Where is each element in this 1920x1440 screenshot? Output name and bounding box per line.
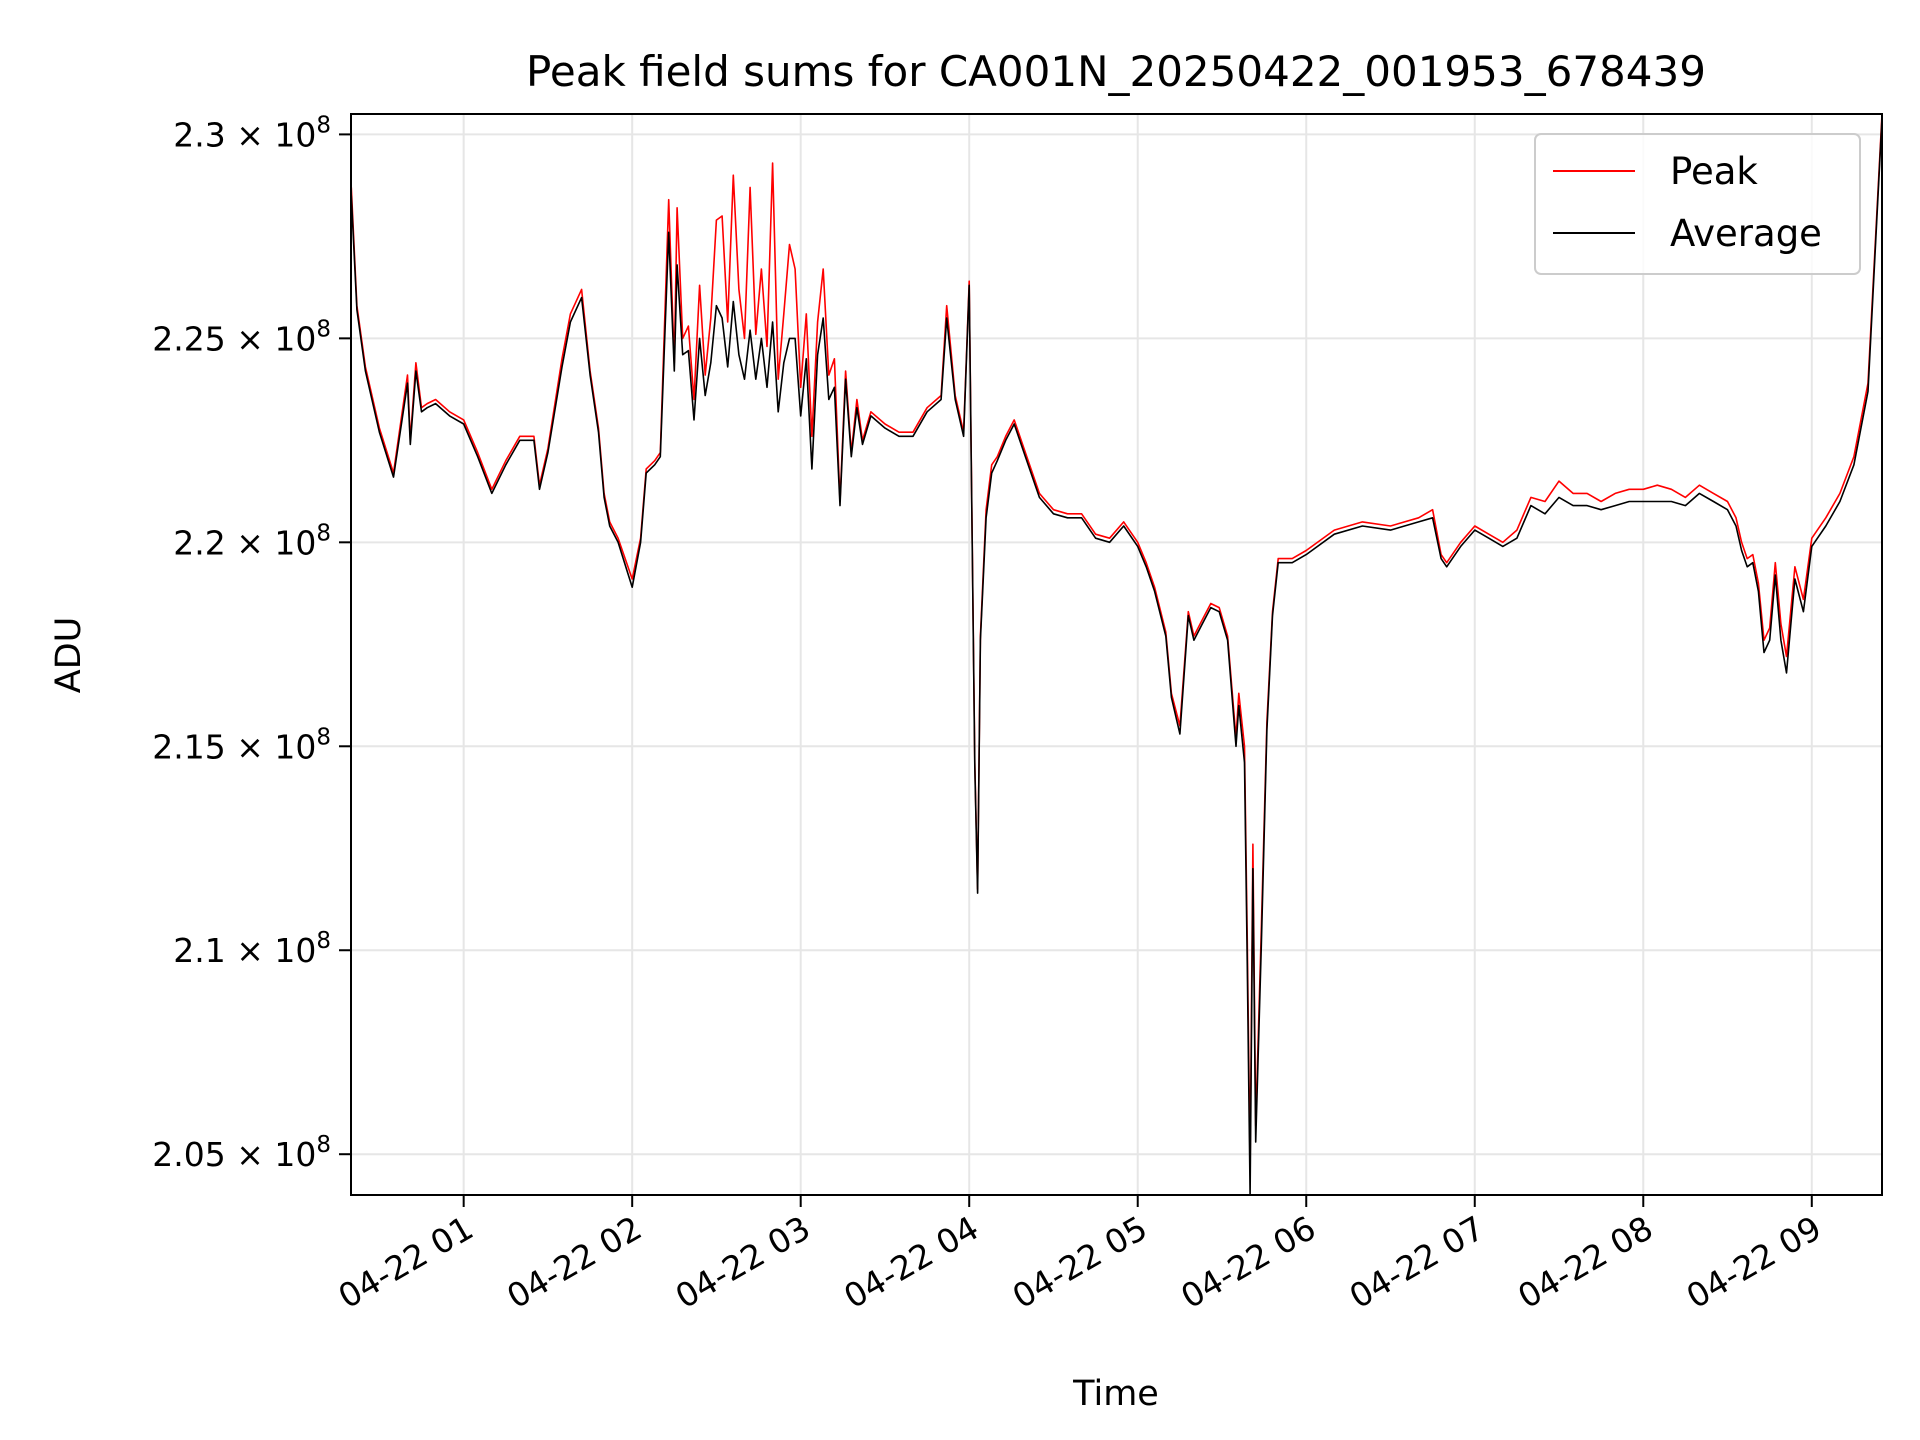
y-gridlines [351, 133, 1882, 1156]
series-line-average [351, 118, 1882, 1195]
chart-title: Peak field sums for CA001N_20250422_0019… [526, 47, 1706, 96]
series-line-peak [351, 114, 1882, 1168]
legend: Peak Average [1534, 133, 1861, 275]
y-tick-label: 2.3 × 108 [173, 112, 331, 154]
legend-label-average: Average [1670, 212, 1822, 255]
y-axis: 2.05 × 108 2.1 × 108 2.15 × 108 2.2 × 108 2.… [152, 112, 351, 1174]
plot-frame [350, 113, 1883, 1196]
y-tick-label: 2.2 × 108 [173, 520, 331, 562]
y-tick-label: 2.05 × 108 [152, 1132, 331, 1174]
y-axis-title: ADU [49, 617, 89, 694]
legend-box [1534, 133, 1861, 275]
y-tick-label: 2.15 × 108 [152, 724, 331, 766]
y-tick-label: 2.1 × 108 [173, 928, 331, 970]
x-axis-title: Time [1072, 1374, 1159, 1414]
y-tick-label: 2.25 × 108 [152, 316, 331, 358]
series-layer [351, 114, 1882, 1195]
legend-label-peak: Peak [1670, 150, 1758, 193]
